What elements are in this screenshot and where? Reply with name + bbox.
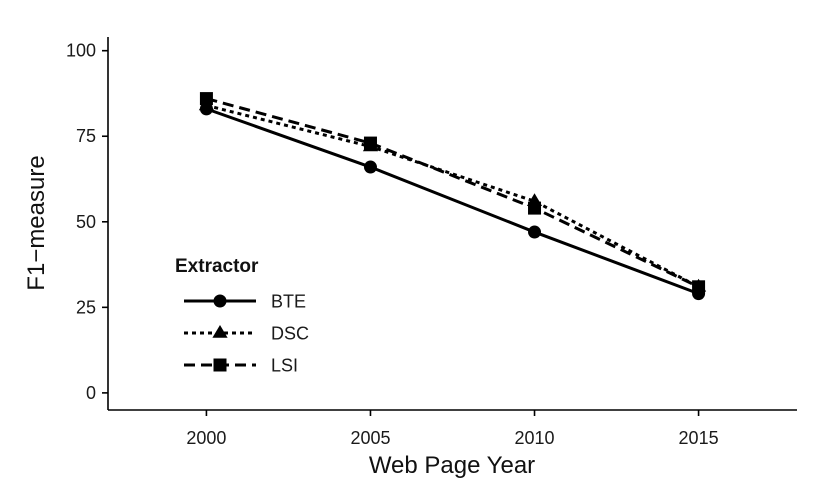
y-tick-label: 100 [66, 41, 96, 61]
series-lsi [199, 92, 706, 294]
legend-item: DSC [184, 324, 309, 344]
data-point [528, 225, 542, 239]
legend-marker [213, 294, 227, 308]
legend-title: Extractor [175, 256, 259, 277]
x-axis-title: Web Page Year [369, 452, 535, 479]
legend-item: LSI [184, 356, 298, 376]
data-point [363, 160, 377, 174]
data-point [199, 92, 213, 106]
y-tick-label: 50 [76, 212, 96, 232]
x-tick-label: 2005 [350, 428, 390, 448]
legend-label: DSC [271, 324, 309, 344]
data-point [363, 136, 377, 150]
x-tick-label: 2015 [679, 428, 719, 448]
legend-marker [213, 358, 227, 372]
series-line [206, 97, 700, 289]
legend-label: LSI [271, 356, 298, 376]
y-tick-label: 75 [76, 126, 96, 146]
series-group [198, 92, 707, 301]
y-tick-label: 0 [86, 383, 96, 403]
y-tick-label: 25 [76, 297, 96, 317]
data-point [528, 201, 542, 215]
series-bte [199, 102, 706, 301]
legend: Extractor BTE DSC LSI [175, 256, 309, 376]
x-tick-label: 2000 [186, 428, 226, 448]
series-line [205, 107, 700, 296]
series-dsc [198, 97, 707, 292]
y-ticks: 0 25 50 75 100 [66, 41, 108, 403]
legend-item: BTE [184, 292, 306, 312]
y-axis-title: F1−measure [23, 155, 50, 290]
x-tick-label: 2010 [515, 428, 555, 448]
data-point [692, 280, 706, 294]
axes [107, 37, 797, 411]
legend-marker [212, 325, 228, 338]
series-line [206, 103, 700, 289]
x-ticks: 2000 2005 2010 2015 [186, 410, 719, 448]
legend-label: BTE [271, 292, 306, 312]
